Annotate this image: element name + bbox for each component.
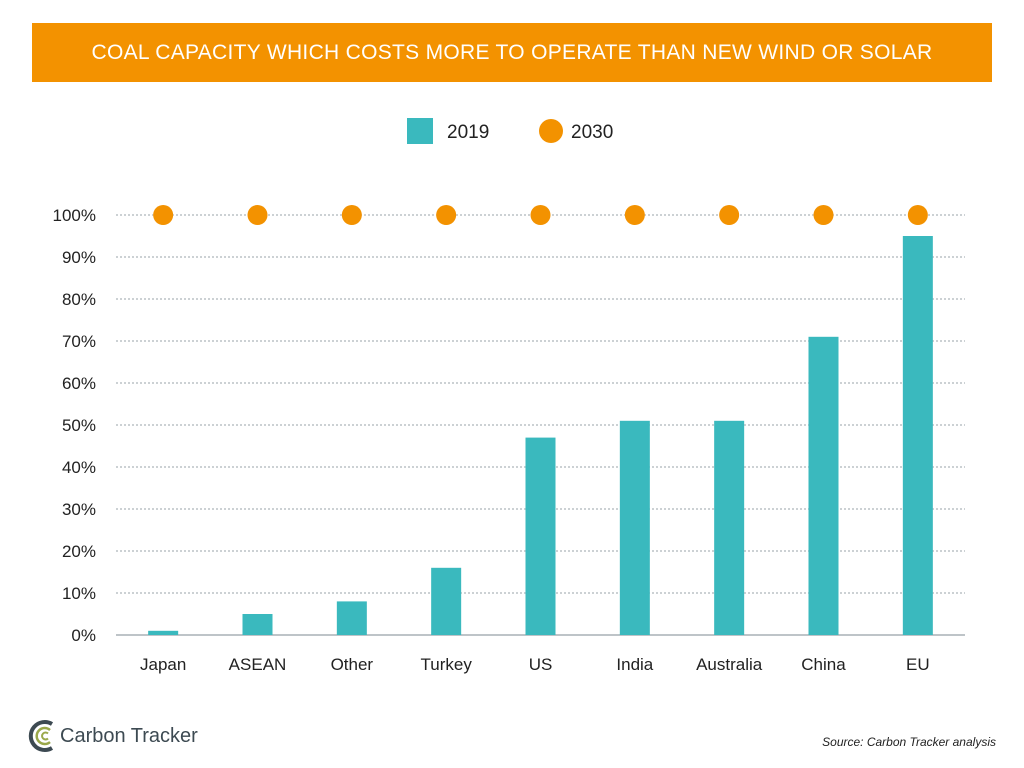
dot-2030-china bbox=[813, 205, 834, 225]
x-tick-label: Japan bbox=[140, 655, 186, 674]
y-tick-label: 100% bbox=[53, 206, 96, 225]
logo-text: Carbon Tracker bbox=[60, 724, 198, 747]
y-tick-label: 70% bbox=[62, 332, 96, 351]
bar-2019-us bbox=[525, 437, 556, 635]
chart: 0% 10% 20% 30% 40% 50% 60% 70% 80% 90% 100% Japan AS… bbox=[53, 118, 965, 674]
chart-title: COAL CAPACITY WHICH COSTS MORE TO OPERAT… bbox=[32, 23, 992, 82]
legend-label-2019: 2019 bbox=[447, 122, 489, 143]
y-tick-label: 90% bbox=[62, 248, 96, 267]
carbon-tracker-logo: Carbon Tracker bbox=[28, 718, 198, 754]
x-tick-label: US bbox=[529, 655, 553, 674]
dot-2030-japan bbox=[153, 205, 174, 225]
x-tick-label: China bbox=[801, 655, 846, 674]
y-tick-label: 60% bbox=[62, 374, 96, 393]
y-tick-label: 0% bbox=[71, 626, 96, 645]
dot-2030-other bbox=[341, 205, 362, 225]
y-tick-label: 40% bbox=[62, 458, 96, 477]
bar-2019-turkey bbox=[431, 567, 462, 635]
bar-2019-other bbox=[336, 601, 367, 635]
dot-2030-turkey bbox=[436, 205, 457, 225]
legend-swatch-2019 bbox=[407, 118, 433, 144]
x-tick-label: EU bbox=[906, 655, 930, 674]
y-tick-label: 20% bbox=[62, 542, 96, 561]
source-note: Source: Carbon Tracker analysis bbox=[822, 735, 996, 749]
y-tick-label: 10% bbox=[62, 584, 96, 603]
y-tick-label: 50% bbox=[62, 416, 96, 435]
dot-2030-india bbox=[624, 205, 645, 225]
bar-2019-china bbox=[808, 336, 839, 635]
x-tick-label: India bbox=[616, 655, 653, 674]
bar-2019-japan bbox=[148, 630, 179, 635]
x-tick-label: Other bbox=[331, 655, 374, 674]
x-tick-label: Australia bbox=[696, 655, 763, 674]
logo-icon bbox=[28, 720, 54, 752]
bar-2019-india bbox=[619, 420, 650, 635]
bar-2019-eu bbox=[902, 236, 933, 635]
y-tick-label: 30% bbox=[62, 500, 96, 519]
dot-2030-us bbox=[530, 205, 551, 225]
legend-swatch-2030 bbox=[539, 119, 563, 143]
bar-2019-asean bbox=[242, 614, 273, 635]
x-tick-label: Turkey bbox=[421, 655, 473, 674]
x-tick-label: ASEAN bbox=[229, 655, 287, 674]
dot-2030-asean bbox=[247, 205, 268, 225]
y-tick-label: 80% bbox=[62, 290, 96, 309]
dot-2030-eu bbox=[907, 205, 928, 225]
bar-2019-australia bbox=[714, 420, 745, 635]
dot-2030-australia bbox=[719, 205, 740, 225]
legend-label-2030: 2030 bbox=[571, 122, 613, 143]
